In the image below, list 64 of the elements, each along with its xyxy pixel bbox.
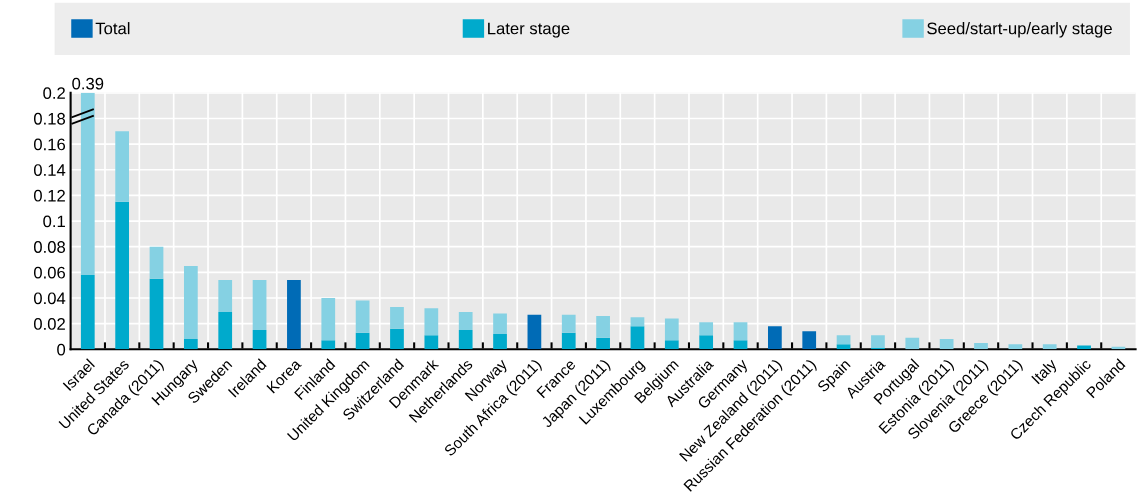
bar [390, 306, 404, 329]
y-tick-label: 0.2 [43, 87, 65, 100]
y-tick-label: 0.08 [33, 241, 66, 253]
annotation: 0.39 [72, 77, 104, 90]
bar [287, 280, 301, 350]
bar [596, 337, 610, 350]
bar [699, 335, 714, 350]
bar [424, 308, 439, 336]
y-tick-label: 0.1 [43, 215, 65, 228]
bar [493, 313, 507, 334]
bar [1077, 345, 1091, 350]
bar [527, 314, 542, 350]
y-tick-label: 0.04 [33, 292, 66, 305]
bar [115, 201, 130, 350]
bar [1042, 344, 1057, 350]
bar [836, 335, 851, 345]
bar [733, 340, 748, 350]
bar [183, 339, 198, 350]
bar [355, 332, 370, 350]
bar [596, 315, 610, 338]
bar [630, 326, 645, 350]
bar [321, 298, 336, 341]
bar [939, 339, 954, 350]
bar [802, 331, 817, 350]
bar [149, 246, 164, 279]
bar [664, 318, 679, 341]
bar [458, 330, 473, 350]
bar [630, 317, 645, 327]
bar [80, 92, 95, 275]
bar [871, 335, 885, 349]
legend-label: Seed/start-up/early stage [927, 22, 1112, 38]
legend-label: Later stage [488, 22, 570, 38]
y-tick-label: 0.12 [33, 189, 65, 202]
bar [733, 322, 748, 341]
bar [905, 337, 920, 350]
y-tick-label: 0.16 [33, 138, 66, 151]
y-tick-label: 0 [57, 343, 66, 356]
bar [115, 131, 130, 202]
bar [561, 314, 576, 333]
bar [183, 265, 198, 340]
bar [664, 340, 679, 350]
bar [218, 312, 233, 350]
bar [252, 280, 267, 331]
y-tick-label: 0.06 [33, 266, 66, 279]
bar [252, 330, 267, 350]
bar [699, 322, 714, 336]
bar [149, 278, 164, 350]
y-tick-label: 0.18 [33, 112, 66, 125]
bar [458, 312, 473, 331]
bar [768, 326, 782, 350]
bar [1008, 344, 1023, 350]
bar [321, 340, 336, 350]
bar [974, 342, 988, 350]
legend-label: Total [95, 22, 130, 35]
bar [561, 332, 576, 350]
bar [80, 274, 95, 350]
bar [424, 335, 439, 350]
y-tick-label: 0.14 [33, 164, 66, 176]
bar [836, 344, 851, 350]
bar [493, 333, 507, 350]
y-tick-label: 0.02 [33, 318, 65, 330]
bar [355, 300, 370, 333]
bar [390, 328, 404, 350]
bar [218, 280, 233, 313]
